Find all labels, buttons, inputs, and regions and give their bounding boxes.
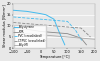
Poly-MI [94, 39, 95, 40]
Polystyrene [13, 10, 14, 11]
X-axis label: Temperature [°C]: Temperature [°C] [39, 55, 69, 59]
PUR [53, 32, 55, 33]
PUR [67, 33, 68, 34]
Line: PUR: PUR [13, 28, 86, 45]
PUR [40, 31, 41, 32]
Y-axis label: Shear modulus [N/mm²]: Shear modulus [N/mm²] [2, 5, 6, 47]
PUR [86, 44, 87, 45]
Poly-MI [26, 33, 28, 34]
Poly-MI [40, 34, 41, 35]
Polystyrene [59, 32, 60, 33]
Polystyrene [40, 13, 41, 14]
Polystyrene [45, 14, 46, 15]
CTPVC (crosslinked) [13, 22, 14, 23]
PVC (crosslinked) [53, 20, 55, 21]
CTPVC (crosslinked) [40, 24, 41, 25]
Line: Poly-MI: Poly-MI [13, 33, 94, 39]
Polystyrene [64, 44, 65, 45]
PVC (crosslinked) [67, 21, 68, 22]
CTPVC (crosslinked) [26, 23, 28, 24]
Poly-MI [13, 32, 14, 33]
Polystyrene [53, 19, 55, 20]
Line: PVC (crosslinked): PVC (crosslinked) [13, 17, 82, 41]
Legend: Polystyrene, PUR, PVC (crosslinked), CTPVC (crosslinked), Poly-MI: Polystyrene, PUR, PVC (crosslinked), CTP… [14, 25, 46, 48]
PVC (crosslinked) [75, 30, 76, 31]
PUR [26, 29, 28, 30]
Line: CTPVC (crosslinked): CTPVC (crosslinked) [13, 23, 91, 37]
PVC (crosslinked) [82, 41, 83, 42]
PVC (crosslinked) [40, 19, 41, 20]
Line: Polystyrene: Polystyrene [13, 10, 65, 45]
CTPVC (crosslinked) [53, 25, 55, 26]
Polystyrene [26, 11, 28, 12]
